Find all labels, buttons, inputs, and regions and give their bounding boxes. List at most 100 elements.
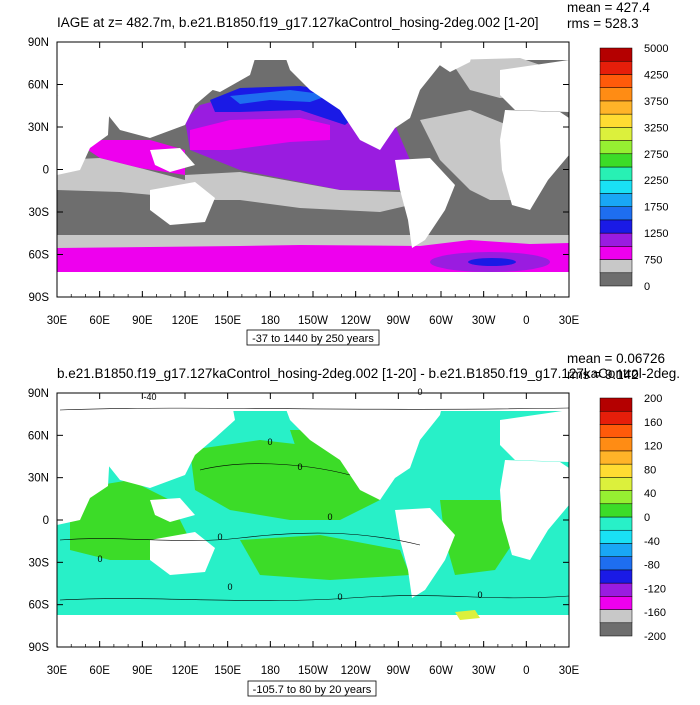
top-colorbar: 5000 4250 3750 3250 2750 2250 1750 1250 750 0 <box>599 43 668 293</box>
bottom-south-america <box>395 508 455 598</box>
x-tick-label: 60W <box>429 665 453 677</box>
colorbar-label: -120 <box>644 583 666 595</box>
contour-label: 0 <box>417 387 422 397</box>
colorbar-swatch <box>599 246 633 260</box>
bottom-panel: mean = 0.06726 rms = 9.142 b.e21.B1850.f… <box>28 351 680 697</box>
x-tick-label: 30E <box>559 315 580 327</box>
contour-label: 0 <box>297 462 302 472</box>
colorbar-label: 0 <box>644 281 650 293</box>
bottom-europe <box>500 410 569 462</box>
colorbar-swatch <box>599 166 633 181</box>
colorbar-swatch <box>599 622 633 637</box>
top-north-america <box>280 42 445 150</box>
top-pacific-gray <box>185 172 410 212</box>
contour-label: 0 <box>327 512 332 522</box>
bottom-southpac-green <box>240 535 410 580</box>
top-axes: 30E 60E 90E 120E 150E 180 150W 120W 90W 60W 30W 0 30… <box>28 37 580 327</box>
colorbar-swatch <box>599 153 633 168</box>
contour-label: 0 <box>227 582 232 592</box>
y-tick-label: 90N <box>28 37 49 49</box>
top-australia <box>150 182 215 225</box>
colorbar-swatch <box>599 74 633 88</box>
colorbar-label: 80 <box>644 464 656 476</box>
colorbar-label: 3750 <box>644 96 668 108</box>
y-tick-label: 30N <box>28 473 49 485</box>
top-weddell-blue <box>468 258 516 266</box>
top-south-america <box>395 158 455 248</box>
bottom-contour-labels: -40 0 0 0 0 0 0 0 0 0 <box>97 387 482 602</box>
colorbar-swatch <box>599 193 633 207</box>
top-asia-north <box>170 42 260 92</box>
top-greenland <box>430 42 475 72</box>
top-contour-info: -37 to 1440 by 250 years <box>252 333 374 345</box>
colorbar-label: 2250 <box>644 175 668 187</box>
x-tick-label: 120W <box>341 315 371 327</box>
colorbar-swatch <box>599 582 633 597</box>
top-mean: mean = 427.4 <box>567 0 650 15</box>
colorbar-swatch <box>599 503 633 518</box>
colorbar-swatch <box>599 87 633 102</box>
colorbar-swatch <box>599 477 633 491</box>
bottom-eurasia <box>57 393 235 488</box>
colorbar-swatch <box>599 140 633 155</box>
colorbar-swatch <box>599 397 633 412</box>
contour-label: 0 <box>337 592 342 602</box>
y-tick-label: 90S <box>29 292 50 304</box>
colorbar-label: 4250 <box>644 69 668 81</box>
colorbar-swatch <box>599 232 633 247</box>
y-tick-label: 30S <box>29 207 50 219</box>
colorbar-label: 40 <box>644 488 656 500</box>
top-maritime <box>150 148 195 172</box>
colorbar-swatch <box>599 410 633 425</box>
colorbar-swatch <box>599 259 633 274</box>
x-tick-label: 90E <box>132 315 153 327</box>
colorbar-swatch <box>599 450 633 465</box>
contour-label: 0 <box>217 532 222 542</box>
bottom-axes: 30E 60E 90E 120E 150E 180 150W 120W 90W 60W 30W 0 30… <box>28 388 580 677</box>
colorbar-swatch <box>599 60 633 75</box>
colorbar-swatch <box>599 529 633 544</box>
colorbar-swatch <box>599 437 633 452</box>
colorbar-swatch <box>599 596 633 610</box>
bottom-rms: rms = 9.142 <box>567 367 639 382</box>
contour-label: 0 <box>477 590 482 600</box>
colorbar-swatch <box>599 47 633 62</box>
bottom-colorbar: 200 160 120 80 40 0 -40 -80 -120 -160 -200 <box>599 393 666 643</box>
y-tick-label: 90S <box>29 642 50 654</box>
x-tick-label: 0 <box>523 665 529 677</box>
colorbar-swatch <box>599 219 633 234</box>
x-tick-label: 60E <box>89 665 110 677</box>
x-tick-label: 90E <box>132 665 153 677</box>
x-tick-label: 30E <box>47 665 68 677</box>
colorbar-swatch <box>599 556 633 571</box>
x-tick-label: 120E <box>172 315 199 327</box>
bottom-contour-line <box>59 407 569 411</box>
bottom-info-box <box>247 680 377 697</box>
top-africa-east <box>500 110 569 210</box>
bottom-australia <box>150 532 215 575</box>
bottom-maritime <box>150 498 195 522</box>
colorbar-swatch <box>599 543 633 557</box>
x-tick-label: 150W <box>298 315 328 327</box>
x-tick-label: 150W <box>298 665 328 677</box>
x-tick-label: 90W <box>387 665 411 677</box>
colorbar-swatch <box>599 463 633 478</box>
bottom-contour-line <box>59 532 421 546</box>
colorbar-label: -160 <box>644 607 666 619</box>
colorbar-label: 3250 <box>644 122 668 134</box>
bottom-africa <box>57 445 110 525</box>
colorbar-swatch <box>599 490 633 505</box>
x-tick-label: 90W <box>387 315 411 327</box>
y-tick-label: 90N <box>28 388 49 400</box>
bottom-contour-line <box>59 595 569 601</box>
bottom-contour-line <box>199 463 351 476</box>
bottom-title: b.e21.B1850.f19_g17.127kaControl_hosing-… <box>57 366 680 381</box>
colorbar-swatch <box>599 127 633 141</box>
colorbar-swatch <box>599 609 633 624</box>
x-tick-label: 60E <box>89 315 110 327</box>
x-tick-label: 60W <box>429 315 453 327</box>
x-tick-label: 180 <box>261 665 280 677</box>
y-tick-label: 60S <box>29 250 50 262</box>
bottom-pacific-green <box>190 440 380 520</box>
